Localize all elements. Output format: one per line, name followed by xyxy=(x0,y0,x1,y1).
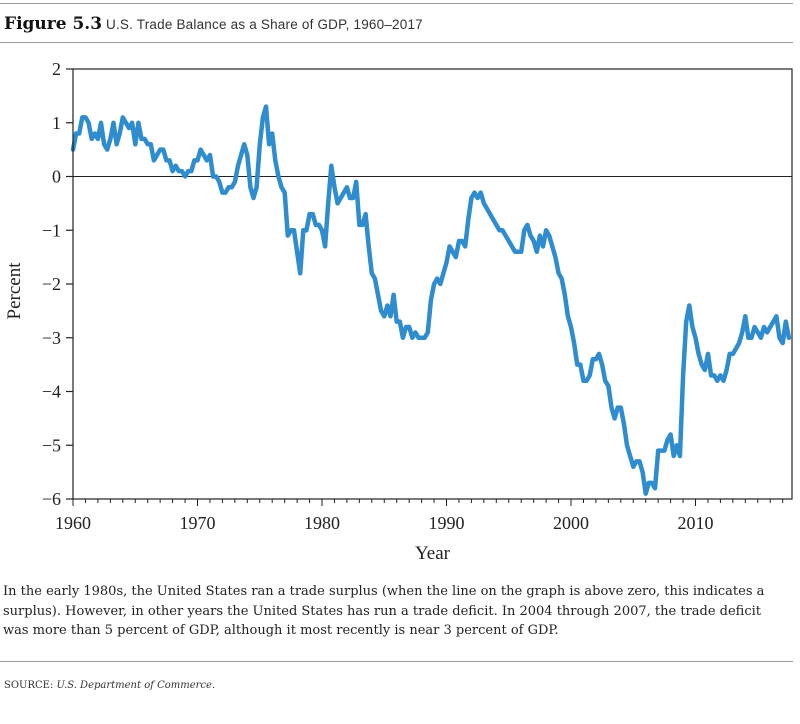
x-tick-label: 1960 xyxy=(55,513,91,533)
ticks-group: 2 1 0 −1 −2 −3 −4 −5 −6 1960 1970 1980 1990 2000 2010 xyxy=(42,59,784,533)
series-group xyxy=(70,104,792,496)
x-tick-label: 1980 xyxy=(304,513,340,533)
y-axis-title: Percent xyxy=(4,262,25,320)
figure-header: Figure 5.3 U.S. Trade Balance as a Share… xyxy=(0,14,793,40)
figure-title: U.S. Trade Balance as a Share of GDP, 19… xyxy=(106,17,423,32)
x-tick-label: 2000 xyxy=(553,513,589,533)
y-tick-label: −3 xyxy=(42,328,61,348)
y-tick-label: 1 xyxy=(52,113,61,133)
y-tick-label: 0 xyxy=(52,167,61,187)
trade-balance-chart: Percent Year 2 1 0 −1 −2 −3 −4 −5 −6 1960 1970 1980… xyxy=(4,59,793,564)
x-axis-title: Year xyxy=(415,543,451,564)
figure-number: Figure 5.3 xyxy=(4,14,103,34)
figure-caption: In the early 1980s, the United States ra… xyxy=(3,584,765,638)
plot-frame xyxy=(72,68,793,500)
x-tick-label: 1970 xyxy=(180,513,216,533)
y-axis-title-group: Percent xyxy=(4,262,25,320)
x-tick-label: 1990 xyxy=(429,513,465,533)
y-tick-label: −5 xyxy=(42,435,61,455)
source-label: SOURCE: xyxy=(4,680,57,691)
x-tick-label: 2010 xyxy=(678,513,714,533)
trade-balance-line xyxy=(70,104,792,496)
y-tick-label: −1 xyxy=(42,220,61,240)
footer-rule xyxy=(0,661,793,662)
top-rule xyxy=(0,3,793,4)
source-note: SOURCE: U.S. Department of Commerce. xyxy=(4,680,215,691)
header-rule xyxy=(0,42,793,43)
y-tick-label: −6 xyxy=(42,489,61,509)
y-tick-label: −2 xyxy=(42,274,61,294)
x-axis-title-group: Year xyxy=(415,543,451,564)
source-name: U.S. Department of Commerce. xyxy=(56,680,216,691)
y-tick-label: −4 xyxy=(42,382,61,402)
y-tick-label: 2 xyxy=(52,59,61,79)
